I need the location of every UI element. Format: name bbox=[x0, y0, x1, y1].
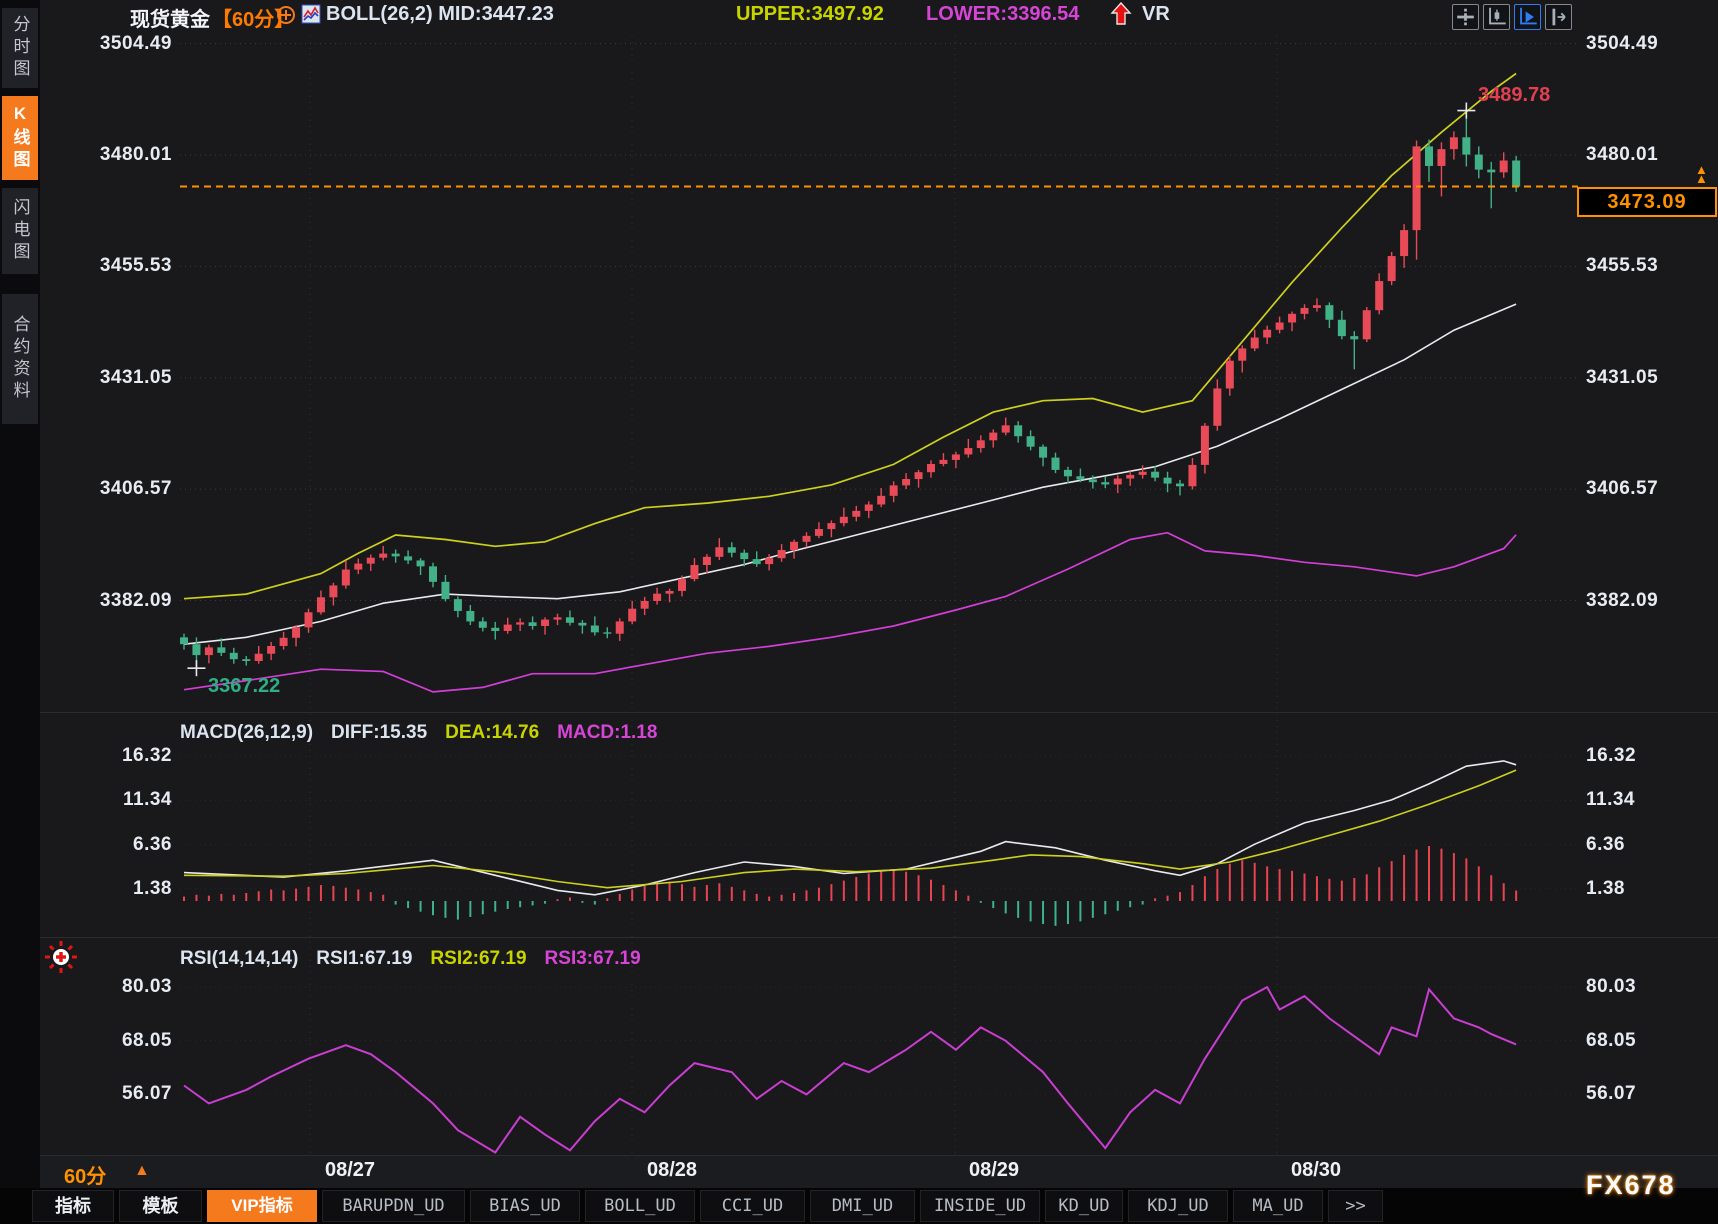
quad-layout-icon[interactable] bbox=[1452, 4, 1479, 30]
macd-params: MACD(26,12,9) bbox=[180, 722, 314, 743]
rsi-axis-label: 68.05 bbox=[121, 1029, 172, 1051]
up-arrow-icon bbox=[1110, 1, 1132, 31]
rsi3-value: RSI3:67.19 bbox=[544, 948, 641, 969]
macd-dea-value: DEA:14.76 bbox=[445, 722, 540, 743]
rsi-axis-label: 80.03 bbox=[1586, 976, 1637, 997]
shift-right-icon[interactable] bbox=[1545, 4, 1572, 30]
sidebar-tab-lightning[interactable]: 闪电图 bbox=[2, 188, 38, 274]
rsi-axis-label: 80.03 bbox=[121, 976, 172, 997]
add-indicator-icon[interactable] bbox=[276, 5, 296, 30]
bottom-tab-2[interactable]: VIP指标 bbox=[207, 1190, 317, 1222]
macd-axis-label: 1.38 bbox=[1586, 877, 1625, 899]
play-chart-icon[interactable] bbox=[1514, 4, 1541, 30]
macd-axis-label: 16.32 bbox=[1586, 745, 1637, 767]
rsi-params: RSI(14,14,14) bbox=[180, 948, 299, 969]
sidebar-tab-timeline[interactable]: 分时图 bbox=[2, 8, 38, 88]
symbol-name: 现货黄金 bbox=[130, 9, 210, 31]
time-axis-row bbox=[40, 1156, 1718, 1188]
session-low-label: 3367.22 bbox=[208, 675, 281, 697]
macd-axis-label: 1.38 bbox=[133, 877, 172, 899]
bottom-period-label[interactable]: 60分 bbox=[64, 1166, 107, 1188]
price-axis-label: 3406.57 bbox=[1586, 478, 1659, 500]
price-axis-label: 3455.53 bbox=[1586, 255, 1659, 277]
watermark: FX678 bbox=[1586, 1170, 1676, 1200]
bottom-tab-5[interactable]: BOLL_UD bbox=[585, 1190, 695, 1222]
macd-diff-value: DIFF:15.35 bbox=[331, 722, 428, 743]
chart-type-icon[interactable] bbox=[301, 4, 321, 29]
sidebar: 分时图 K线图 闪电图 合约资料 bbox=[0, 0, 40, 1224]
rsi1-value: RSI1:67.19 bbox=[316, 948, 413, 969]
macd-axis-label: 6.36 bbox=[1586, 833, 1625, 855]
macd-axis-label: 6.36 bbox=[133, 833, 172, 855]
macd-axis-label: 11.34 bbox=[1586, 789, 1635, 811]
sidebar-tab-contract-info[interactable]: 合约资料 bbox=[2, 294, 38, 424]
boll-lower-label: LOWER:3396.54 bbox=[926, 3, 1080, 25]
bottom-tab-3[interactable]: BARUPDN_UD bbox=[322, 1190, 465, 1222]
boll-upper-label: UPPER:3497.92 bbox=[736, 3, 884, 25]
bottom-tab-10[interactable]: KDJ_UD bbox=[1128, 1190, 1228, 1222]
price-axis-label: 3480.01 bbox=[1586, 144, 1659, 165]
vr-indicator-label: VR bbox=[1142, 3, 1170, 25]
bottom-tab-8[interactable]: INSIDE_UD bbox=[920, 1190, 1040, 1222]
price-up-arrow-icon: ▲ bbox=[1695, 171, 1708, 186]
rsi-header: RSI(14,14,14) RSI1:67.19 RSI2:67.19 RSI3:67… bbox=[180, 948, 659, 970]
period-triangle-icon[interactable]: ▲ bbox=[134, 1162, 150, 1179]
panel-separator bbox=[40, 1155, 1718, 1156]
macd-header: MACD(26,12,9) DIFF:15.35 DEA:14.76 MACD:1.1… bbox=[180, 722, 675, 744]
date-axis-label: 08/28 bbox=[646, 1159, 698, 1181]
date-axis-label: 08/27 bbox=[324, 1159, 376, 1181]
sun-marker-icon bbox=[42, 938, 80, 981]
price-axis-label: 3431.05 bbox=[1586, 366, 1659, 388]
macd-axis-label: 16.32 bbox=[121, 745, 172, 767]
price-axis-label: 3382.09 bbox=[99, 589, 172, 611]
price-axis-label: 3480.01 bbox=[99, 144, 172, 165]
bottom-tab-9[interactable]: KD_UD bbox=[1045, 1190, 1123, 1222]
date-axis-label: 08/29 bbox=[968, 1159, 1020, 1181]
price-axis-label: 3406.57 bbox=[99, 478, 172, 500]
macd-axis-label: 11.34 bbox=[123, 789, 172, 811]
price-axis-label: 3455.53 bbox=[99, 255, 172, 277]
bottom-tab-6[interactable]: CCI_UD bbox=[700, 1190, 805, 1222]
bottom-tab-7[interactable]: DMI_UD bbox=[810, 1190, 915, 1222]
bottom-tab-4[interactable]: BIAS_UD bbox=[470, 1190, 580, 1222]
price-axis-label: 3504.49 bbox=[99, 32, 172, 54]
period-label[interactable]: 【60分】 bbox=[212, 9, 295, 31]
panel-separator bbox=[40, 937, 1718, 938]
sidebar-tab-kline[interactable]: K线图 bbox=[2, 96, 38, 180]
price-axis-label: 3504.49 bbox=[1586, 32, 1659, 54]
rsi-axis-label: 56.07 bbox=[121, 1083, 172, 1105]
bottom-tab-0[interactable]: 指标 bbox=[32, 1190, 114, 1222]
boll-mid-label: BOLL(26,2) MID:3447.23 bbox=[326, 3, 554, 25]
bottom-tab-11[interactable]: MA_UD bbox=[1233, 1190, 1323, 1222]
rsi-axis-label: 68.05 bbox=[1586, 1029, 1637, 1051]
macd-value: MACD:1.18 bbox=[557, 722, 658, 743]
rsi2-value: RSI2:67.19 bbox=[430, 948, 527, 969]
bottom-tab-1[interactable]: 模板 bbox=[119, 1190, 202, 1222]
price-axis-label: 3382.09 bbox=[1586, 589, 1659, 611]
current-price-box: 3473.09 bbox=[1577, 187, 1717, 217]
bottom-tab-12[interactable]: >> bbox=[1328, 1190, 1383, 1222]
rsi-axis-label: 56.07 bbox=[1586, 1083, 1637, 1105]
session-high-label: 3489.78 bbox=[1478, 84, 1551, 106]
price-axis-label: 3431.05 bbox=[99, 366, 172, 388]
axis-chart-icon[interactable] bbox=[1483, 4, 1510, 30]
indicator-tab-bar: 指标 模板 VIP指标 BARUPDN_UD BIAS_UD BOLL_UD CCI_UD D… bbox=[0, 1188, 1718, 1224]
date-axis-label: 08/30 bbox=[1290, 1159, 1342, 1181]
panel-separator bbox=[40, 712, 1718, 713]
price-up-arrow-icon: ▲ bbox=[1695, 162, 1708, 177]
